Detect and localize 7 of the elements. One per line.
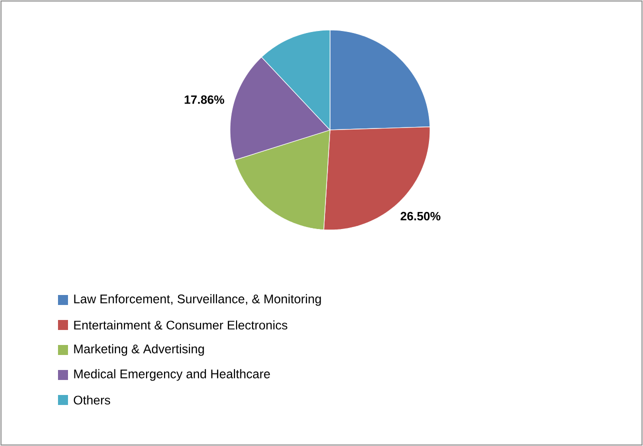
legend-label: Others [74,395,110,405]
legend-label: Entertainment & Consumer Electronics [74,320,288,330]
data-label: 26.50% [400,212,440,220]
legend-label: Law Enforcement, Surveillance, & Monitoring [74,294,321,306]
legend-label: Marketing & Advertising [74,344,204,356]
data-label: 17.86% [184,95,224,104]
legend-label: Medical Emergency and Healthcare [74,369,270,381]
